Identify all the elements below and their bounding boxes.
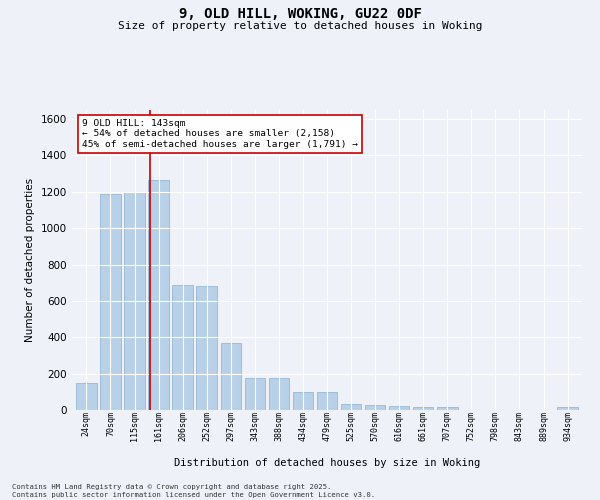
Bar <box>437 408 458 410</box>
Bar <box>245 378 265 410</box>
Bar <box>365 404 385 410</box>
Bar <box>389 406 409 410</box>
Bar <box>196 286 217 410</box>
Bar <box>100 194 121 410</box>
Bar <box>124 192 145 410</box>
Bar <box>413 406 433 410</box>
Text: Contains HM Land Registry data © Crown copyright and database right 2025.
Contai: Contains HM Land Registry data © Crown c… <box>12 484 375 498</box>
Bar <box>221 342 241 410</box>
Y-axis label: Number of detached properties: Number of detached properties <box>25 178 35 342</box>
Text: Distribution of detached houses by size in Woking: Distribution of detached houses by size … <box>174 458 480 468</box>
Bar <box>293 392 313 410</box>
Bar <box>317 392 337 410</box>
Text: Size of property relative to detached houses in Woking: Size of property relative to detached ho… <box>118 21 482 31</box>
Bar <box>557 408 578 410</box>
Bar <box>341 404 361 410</box>
Text: 9, OLD HILL, WOKING, GU22 0DF: 9, OLD HILL, WOKING, GU22 0DF <box>179 8 421 22</box>
Text: 9 OLD HILL: 143sqm
← 54% of detached houses are smaller (2,158)
45% of semi-deta: 9 OLD HILL: 143sqm ← 54% of detached hou… <box>82 119 358 149</box>
Bar <box>76 382 97 410</box>
Bar <box>269 378 289 410</box>
Bar <box>172 284 193 410</box>
Bar <box>148 180 169 410</box>
